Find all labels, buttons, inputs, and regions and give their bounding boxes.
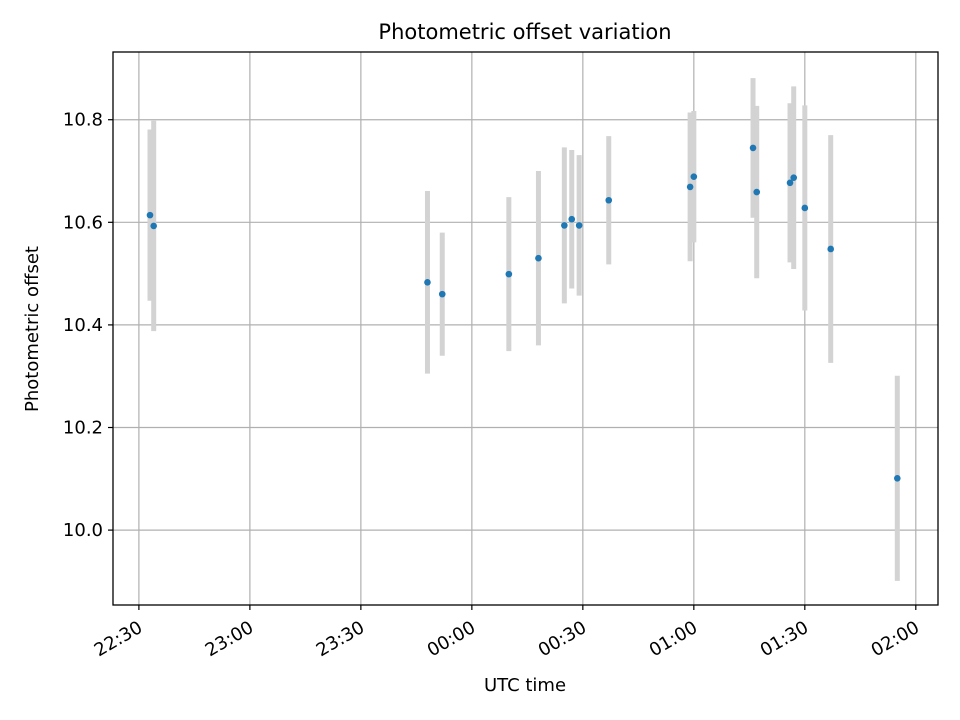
plot-area-frame <box>112 51 939 606</box>
data-point <box>505 270 513 278</box>
data-point <box>568 215 576 223</box>
y-tick-label: 10.0 <box>63 520 103 541</box>
x-tick-label: 00:00 <box>424 617 479 661</box>
error-bars <box>147 78 900 581</box>
y-tick-label: 10.6 <box>63 212 103 233</box>
data-point <box>753 188 761 196</box>
data-point <box>150 222 157 230</box>
data-point <box>894 474 901 482</box>
data-point <box>605 196 613 204</box>
data-point <box>424 279 431 286</box>
data-point <box>790 174 798 181</box>
data-points <box>146 144 901 482</box>
x-tick-label: 00:30 <box>535 617 590 661</box>
data-point <box>575 222 583 229</box>
y-tick-label: 10.8 <box>63 110 103 131</box>
data-point <box>749 144 757 152</box>
x-tick-label: 22:30 <box>91 617 146 661</box>
data-point <box>801 204 809 212</box>
data-point <box>535 254 542 262</box>
data-point <box>686 183 694 191</box>
x-tick-label: 23:30 <box>313 617 368 661</box>
data-point <box>561 222 568 229</box>
chart-title: Photometric offset variation <box>378 20 671 44</box>
x-tick-label: 01:30 <box>757 617 812 661</box>
data-point <box>438 290 446 298</box>
x-tick-label: 02:00 <box>868 617 923 661</box>
x-tick-label: 01:00 <box>646 617 701 661</box>
y-tick-label: 10.2 <box>63 418 103 439</box>
x-tick-label: 23:00 <box>202 617 257 661</box>
y-tick-label: 10.4 <box>63 315 103 336</box>
data-point <box>786 179 794 187</box>
y-axis-label: Photometric offset <box>22 246 43 412</box>
data-point <box>146 211 154 219</box>
grid <box>113 52 938 605</box>
data-point <box>690 173 698 180</box>
x-axis-label: UTC time <box>484 675 566 696</box>
data-point <box>827 245 835 253</box>
